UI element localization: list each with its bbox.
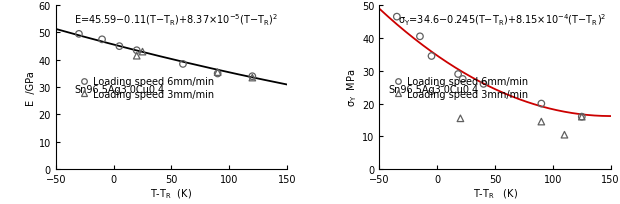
Text: E=45.59−0.11(T−T$_R$)+8.37×10$^{-5}$(T−T$_R$)$^2$: E=45.59−0.11(T−T$_R$)+8.37×10$^{-5}$(T−T… [74, 13, 278, 28]
Point [415, 35, 425, 39]
Point [115, 45, 125, 49]
Point [74, 33, 84, 36]
Y-axis label: E  /GPa: E /GPa [26, 70, 36, 105]
Point [178, 63, 188, 66]
Text: Sn96.5Ag3.0Cu0.4: Sn96.5Ag3.0Cu0.4 [74, 84, 164, 94]
Legend: Loading speed 6mm/min, Loading speed 3mm/min: Loading speed 6mm/min, Loading speed 3mm… [394, 77, 528, 99]
Point [577, 115, 587, 119]
Point [427, 55, 436, 58]
X-axis label: T-T$_R$   (K): T-T$_R$ (K) [472, 187, 518, 200]
Point [479, 83, 489, 86]
Point [247, 75, 257, 79]
Point [392, 16, 402, 19]
Point [559, 133, 569, 137]
Point [458, 78, 467, 81]
Point [213, 72, 223, 76]
Text: $\sigma_Y$=34.6−0.245(T−T$_R$)+8.15×10$^{-4}$(T−T$_R$)$^2$: $\sigma_Y$=34.6−0.245(T−T$_R$)+8.15×10$^… [398, 13, 606, 28]
Point [132, 55, 142, 58]
Point [577, 115, 587, 119]
Point [132, 49, 142, 53]
Point [138, 51, 148, 54]
Point [213, 71, 223, 74]
Point [536, 102, 546, 106]
Legend: Loading speed 6mm/min, Loading speed 3mm/min: Loading speed 6mm/min, Loading speed 3mm… [79, 77, 214, 99]
Point [247, 76, 257, 80]
Point [456, 117, 466, 120]
Point [453, 73, 463, 76]
Point [97, 39, 107, 42]
Text: Sn96.5Ag3.0Cu0.4: Sn96.5Ag3.0Cu0.4 [389, 84, 479, 94]
Y-axis label: $\sigma_Y$  MPa: $\sigma_Y$ MPa [346, 69, 360, 107]
Point [536, 120, 546, 124]
X-axis label: T-T$_R$  (K): T-T$_R$ (K) [151, 187, 192, 200]
